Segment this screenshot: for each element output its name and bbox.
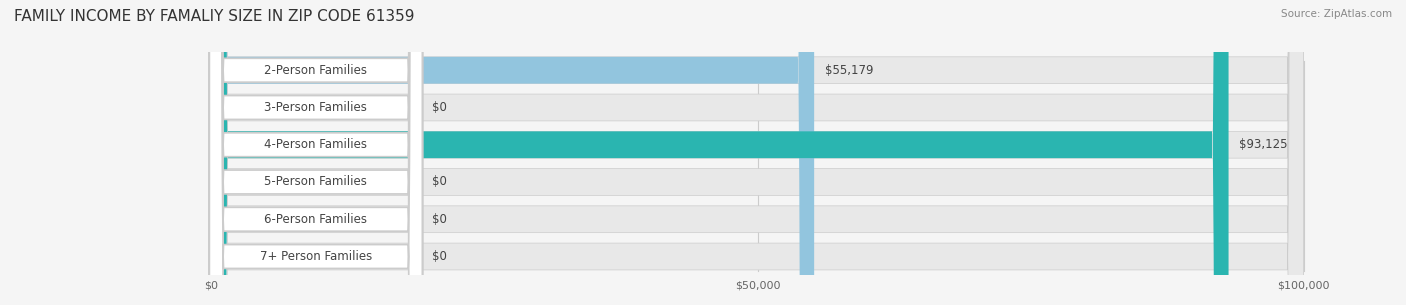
Text: $0: $0: [432, 213, 447, 226]
FancyBboxPatch shape: [209, 0, 422, 305]
FancyBboxPatch shape: [209, 0, 422, 305]
FancyBboxPatch shape: [211, 0, 1303, 305]
FancyBboxPatch shape: [211, 0, 1303, 305]
Text: Source: ZipAtlas.com: Source: ZipAtlas.com: [1281, 9, 1392, 19]
Text: 7+ Person Families: 7+ Person Families: [260, 250, 373, 263]
Text: FAMILY INCOME BY FAMALIY SIZE IN ZIP CODE 61359: FAMILY INCOME BY FAMALIY SIZE IN ZIP COD…: [14, 9, 415, 24]
Text: $0: $0: [432, 250, 447, 263]
Text: 3-Person Families: 3-Person Families: [264, 101, 367, 114]
Text: 2-Person Families: 2-Person Families: [264, 64, 367, 77]
FancyBboxPatch shape: [211, 0, 1303, 305]
Text: 4-Person Families: 4-Person Families: [264, 138, 367, 151]
FancyBboxPatch shape: [209, 0, 422, 305]
FancyBboxPatch shape: [211, 0, 814, 305]
Text: $93,125: $93,125: [1240, 138, 1288, 151]
FancyBboxPatch shape: [211, 0, 1229, 305]
FancyBboxPatch shape: [211, 0, 1303, 305]
FancyBboxPatch shape: [209, 0, 422, 305]
FancyBboxPatch shape: [211, 0, 1303, 305]
Text: $0: $0: [432, 175, 447, 188]
Text: 6-Person Families: 6-Person Families: [264, 213, 367, 226]
FancyBboxPatch shape: [209, 0, 422, 305]
Text: $0: $0: [432, 101, 447, 114]
FancyBboxPatch shape: [209, 0, 422, 305]
Text: 5-Person Families: 5-Person Families: [264, 175, 367, 188]
FancyBboxPatch shape: [211, 0, 1303, 305]
Text: $55,179: $55,179: [825, 64, 873, 77]
